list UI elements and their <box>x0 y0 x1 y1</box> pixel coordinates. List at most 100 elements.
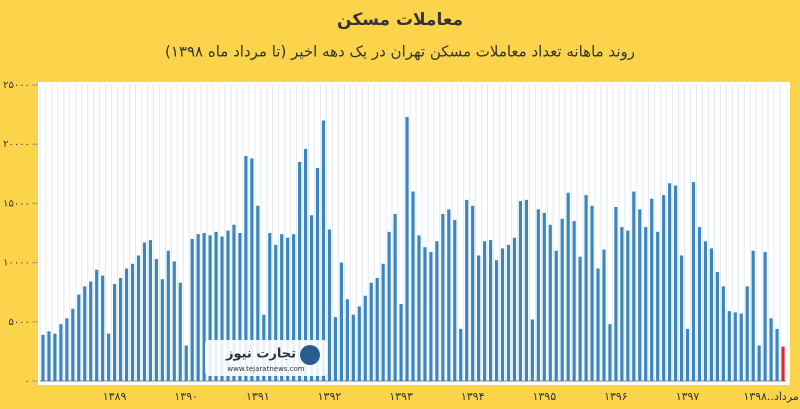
bar <box>41 334 45 381</box>
bar <box>327 229 332 381</box>
bar <box>524 199 528 381</box>
chart-title: معاملات مسکن <box>337 10 463 30</box>
bar <box>101 275 105 381</box>
bar <box>739 313 743 381</box>
bar <box>107 333 111 381</box>
bar <box>256 205 260 381</box>
bar <box>673 185 678 381</box>
bar <box>411 191 415 381</box>
bar <box>220 236 224 381</box>
bar <box>483 241 487 381</box>
bar <box>453 219 457 381</box>
bar <box>620 227 624 381</box>
bar <box>477 255 481 381</box>
watermark-name: تجارت نیوز <box>225 347 296 362</box>
bar <box>745 286 749 381</box>
bar <box>471 205 475 381</box>
bar <box>124 268 129 381</box>
bar <box>763 251 767 381</box>
bar <box>459 328 463 381</box>
x-tick-label: ۱۳۹۰ <box>174 390 198 403</box>
bar <box>250 158 254 381</box>
bar <box>363 295 367 381</box>
bar <box>512 237 517 381</box>
x-tick-label: ۱۳۹۴ <box>461 390 485 403</box>
x-tick-label: ۱۳۹۱ <box>246 390 270 403</box>
bar <box>202 233 206 381</box>
bar <box>435 241 439 381</box>
bar <box>679 255 684 381</box>
bar <box>662 195 666 381</box>
bar <box>178 282 182 381</box>
bar <box>298 161 302 381</box>
y-tick-label: ۵۰۰۰ <box>9 317 30 328</box>
bar <box>405 116 409 381</box>
bar <box>303 148 308 381</box>
bar <box>118 277 123 381</box>
watermark-url: www.tejaratnews.com <box>227 365 304 373</box>
bar <box>166 250 170 381</box>
bar <box>339 262 343 381</box>
x-tick-label: مرداد..۱۳۹۸ <box>743 390 799 403</box>
bar <box>190 238 194 381</box>
bar <box>781 346 785 381</box>
bar <box>709 248 713 381</box>
x-tick-label: ۱۳۹۲ <box>318 390 342 403</box>
bar <box>53 333 57 381</box>
bar <box>208 235 212 381</box>
bar <box>95 269 99 381</box>
bar <box>668 183 672 381</box>
bar <box>268 233 272 381</box>
bar <box>321 120 326 382</box>
bar <box>351 314 355 381</box>
bar <box>333 317 338 381</box>
bar <box>685 328 690 381</box>
bar <box>148 240 153 381</box>
bar <box>292 234 296 381</box>
bar <box>113 283 117 381</box>
bar <box>494 260 499 381</box>
bar <box>136 255 141 381</box>
bar <box>244 156 248 381</box>
bar <box>465 199 469 381</box>
bar <box>47 331 51 381</box>
bar <box>721 286 725 381</box>
bar <box>614 206 618 381</box>
bar <box>757 345 761 381</box>
watermark: تجارت نیوز www.tejaratnews.com <box>205 340 327 376</box>
x-tick-label: ۱۳۹۷ <box>676 390 700 403</box>
y-tick-label: ۲۵۰۰۰ <box>3 80 30 91</box>
bar <box>542 212 546 381</box>
bar <box>423 247 427 381</box>
bar <box>65 318 69 381</box>
bar <box>369 282 373 381</box>
bar <box>154 259 158 381</box>
bar <box>142 242 147 381</box>
bar <box>596 268 600 381</box>
bar <box>578 256 582 381</box>
bar <box>441 214 445 381</box>
bar <box>769 318 773 381</box>
x-tick-label: ۱۳۹۶ <box>604 390 628 403</box>
watermark-logo <box>300 345 320 365</box>
bar <box>345 299 349 381</box>
bar <box>447 209 451 381</box>
bar <box>375 277 379 381</box>
bar <box>518 201 523 381</box>
x-tick-label: ۱۳۸۹ <box>103 390 127 403</box>
bar <box>232 224 236 381</box>
bar <box>274 244 278 381</box>
bar <box>775 328 779 381</box>
bar <box>77 294 81 381</box>
bar <box>399 304 403 381</box>
bar <box>417 235 421 381</box>
bar <box>172 261 176 381</box>
bar <box>590 205 594 381</box>
bar <box>184 345 188 381</box>
bar <box>381 263 385 381</box>
chart-subtitle: روند ماهانه تعداد معاملات مسکن تهران در … <box>165 43 635 61</box>
y-tick-label: ۱۰۰۰۰ <box>3 258 30 269</box>
y-tick-label: ۰ <box>25 376 30 387</box>
bar <box>572 221 576 381</box>
